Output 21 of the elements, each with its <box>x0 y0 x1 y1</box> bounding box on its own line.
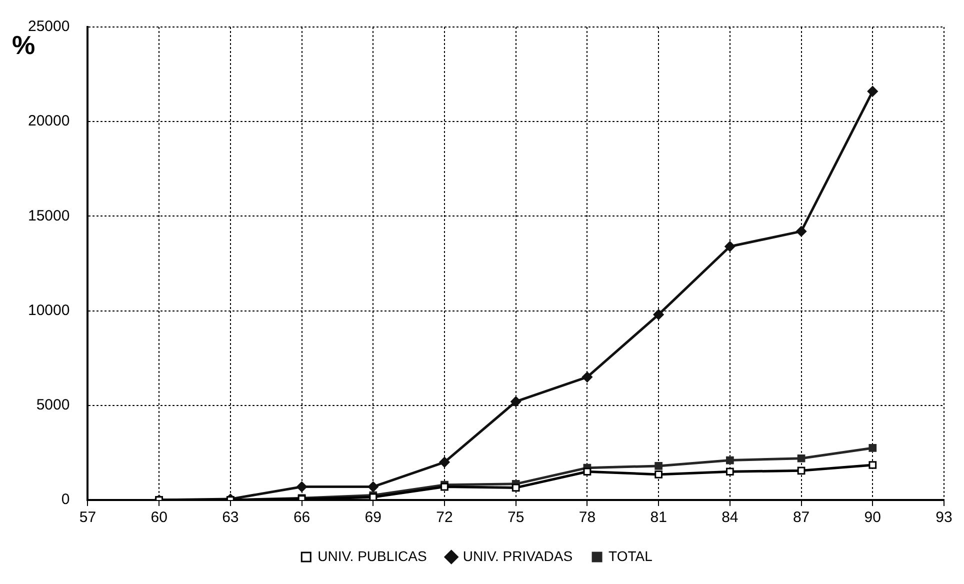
x-tick-label: 75 <box>508 509 524 526</box>
x-tick-label: 84 <box>722 509 738 526</box>
y-tick-label: 20000 <box>28 112 70 130</box>
y-tick-label: 0 <box>61 491 70 508</box>
legend-label: UNIV. PUBLICAS <box>318 548 427 564</box>
y-tick-label: 5000 <box>36 396 70 414</box>
x-tick-label: 81 <box>650 509 667 526</box>
x-tick-label: 66 <box>293 509 310 526</box>
x-tick-label: 93 <box>936 509 952 526</box>
y-tick-label: 10000 <box>28 302 70 319</box>
x-tick-label: 63 <box>222 509 239 526</box>
x-tick-label: 57 <box>79 509 96 526</box>
x-tick-label: 69 <box>364 509 382 526</box>
x-tick-label: 60 <box>150 509 168 526</box>
x-tick-label: 72 <box>436 509 453 526</box>
x-tick-label: 90 <box>864 509 881 526</box>
y-tick-label: 15000 <box>28 207 70 224</box>
x-tick-label: 78 <box>578 509 596 526</box>
legend-label: UNIV. PRIVADAS <box>462 548 573 564</box>
legend-label: TOTAL <box>608 548 653 564</box>
x-tick-label: 87 <box>792 509 810 526</box>
